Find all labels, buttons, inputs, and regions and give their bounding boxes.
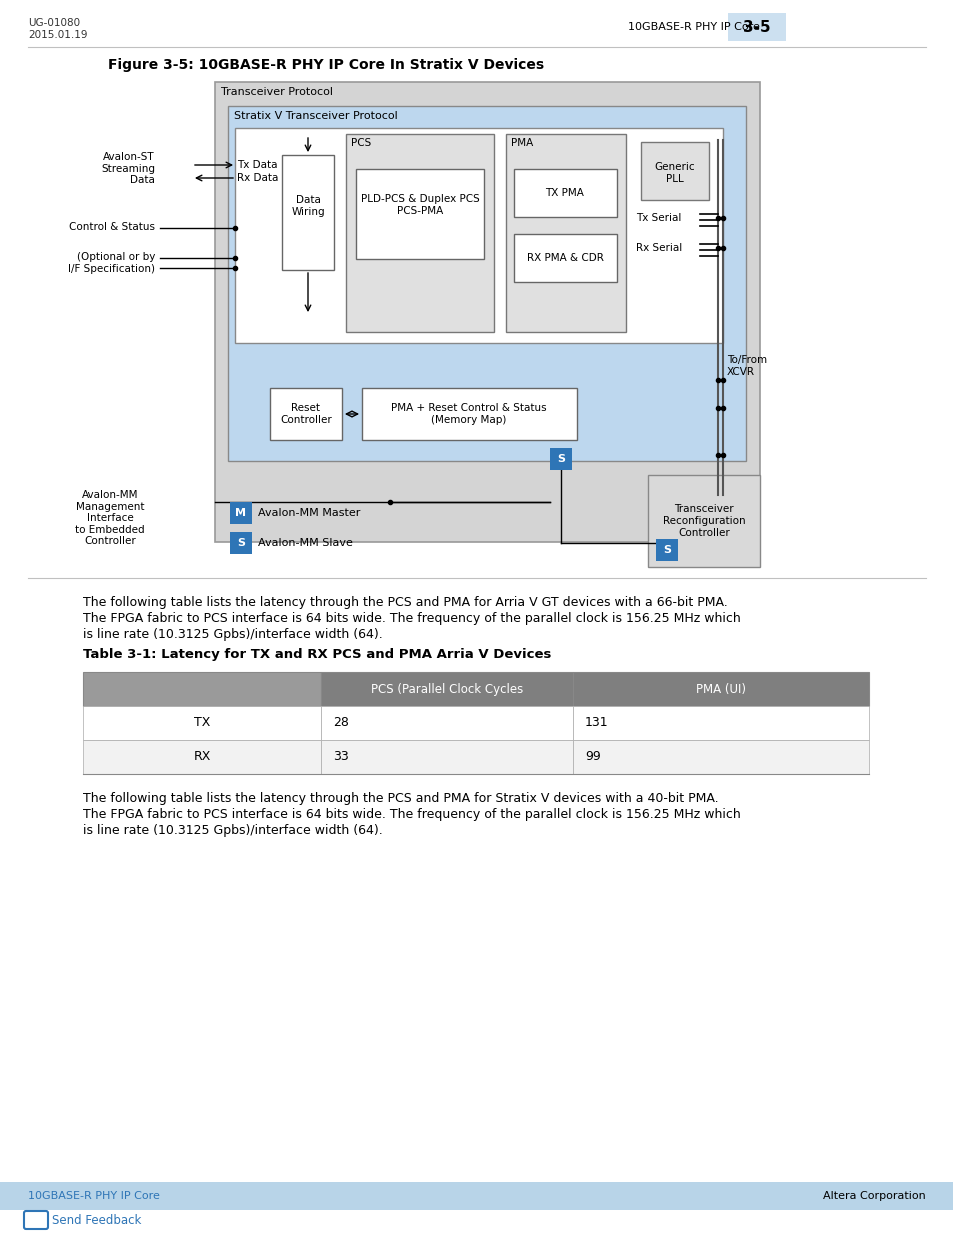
Text: Reset
Controller: Reset Controller: [280, 403, 332, 425]
Bar: [361, 388, 577, 440]
Text: Stratix V Transceiver Protocol: Stratix V Transceiver Protocol: [233, 111, 397, 121]
Bar: [346, 135, 494, 332]
Text: Generic
PLL: Generic PLL: [654, 162, 695, 184]
Text: Rx Data: Rx Data: [236, 173, 278, 183]
Text: RX PMA & CDR: RX PMA & CDR: [526, 253, 603, 263]
Bar: [83, 672, 320, 706]
Text: 28: 28: [333, 716, 349, 730]
Bar: [355, 169, 483, 259]
Bar: [282, 156, 334, 270]
Text: RX: RX: [193, 751, 211, 763]
Text: 99: 99: [584, 751, 600, 763]
Text: TX PMA: TX PMA: [545, 188, 584, 198]
Bar: [573, 672, 868, 706]
Text: The following table lists the latency through the PCS and PMA for Arria V GT dev: The following table lists the latency th…: [83, 597, 727, 609]
Bar: [320, 672, 573, 706]
Bar: [505, 135, 625, 332]
Bar: [230, 501, 252, 524]
Text: is line rate (10.3125 Gpbs)/interface width (64).: is line rate (10.3125 Gpbs)/interface wi…: [83, 824, 382, 837]
Text: PCS: PCS: [351, 138, 371, 148]
Text: M: M: [235, 508, 246, 517]
Text: PMA (UI): PMA (UI): [696, 683, 745, 695]
Bar: [270, 388, 341, 440]
Bar: [514, 169, 617, 217]
Text: Altera Corporation: Altera Corporation: [822, 1191, 925, 1200]
Text: (Optional or by
I/F Specification): (Optional or by I/F Specification): [68, 252, 154, 274]
Text: The FPGA fabric to PCS interface is 64 bits wide. The frequency of the parallel : The FPGA fabric to PCS interface is 64 b…: [83, 613, 740, 625]
Bar: [234, 128, 722, 343]
Text: S: S: [236, 538, 245, 548]
Text: Tx Data: Tx Data: [236, 161, 277, 170]
Text: Avalon-MM Master: Avalon-MM Master: [257, 508, 360, 517]
Bar: [320, 706, 573, 740]
Text: Send Feedback: Send Feedback: [52, 1214, 141, 1226]
Text: PMA + Reset Control & Status
(Memory Map): PMA + Reset Control & Status (Memory Map…: [391, 403, 546, 425]
Bar: [83, 706, 320, 740]
Text: TX: TX: [193, 716, 210, 730]
Bar: [320, 740, 573, 774]
Text: S: S: [662, 545, 670, 555]
Bar: [573, 706, 868, 740]
Bar: [656, 538, 678, 561]
Bar: [230, 532, 252, 555]
Text: Avalon-ST
Streaming
Data: Avalon-ST Streaming Data: [101, 152, 154, 185]
Text: The FPGA fabric to PCS interface is 64 bits wide. The frequency of the parallel : The FPGA fabric to PCS interface is 64 b…: [83, 808, 740, 821]
Text: is line rate (10.3125 Gpbs)/interface width (64).: is line rate (10.3125 Gpbs)/interface wi…: [83, 629, 382, 641]
Text: The following table lists the latency through the PCS and PMA for Stratix V devi: The following table lists the latency th…: [83, 792, 718, 805]
Text: 33: 33: [333, 751, 349, 763]
Bar: [727, 14, 785, 41]
Bar: [514, 233, 617, 282]
Text: S: S: [557, 454, 564, 464]
Text: UG-01080: UG-01080: [28, 19, 80, 28]
Text: To/From
XCVR: To/From XCVR: [726, 354, 766, 377]
Bar: [214, 82, 760, 542]
Text: Transceiver
Reconfiguration
Controller: Transceiver Reconfiguration Controller: [662, 504, 744, 537]
Text: Avalon-MM
Management
Interface
to Embedded
Controller: Avalon-MM Management Interface to Embedd…: [75, 490, 145, 546]
Bar: [228, 106, 745, 461]
Text: Table 3-1: Latency for TX and RX PCS and PMA Arria V Devices: Table 3-1: Latency for TX and RX PCS and…: [83, 648, 551, 661]
Text: 2015.01.19: 2015.01.19: [28, 30, 88, 40]
Text: Avalon-MM Slave: Avalon-MM Slave: [257, 538, 353, 548]
Text: Control & Status: Control & Status: [69, 222, 154, 232]
Text: 10GBASE-R PHY IP Core: 10GBASE-R PHY IP Core: [627, 22, 760, 32]
Bar: [647, 475, 760, 567]
Text: 3-5: 3-5: [742, 20, 770, 35]
Text: PMA: PMA: [511, 138, 533, 148]
Text: PLD-PCS & Duplex PCS
PCS-PMA: PLD-PCS & Duplex PCS PCS-PMA: [360, 194, 478, 216]
Bar: [0, 1182, 953, 1210]
Text: 10GBASE-R PHY IP Core: 10GBASE-R PHY IP Core: [28, 1191, 160, 1200]
Text: Figure 3-5: 10GBASE-R PHY IP Core In Stratix V Devices: Figure 3-5: 10GBASE-R PHY IP Core In Str…: [108, 58, 543, 72]
Bar: [83, 740, 320, 774]
Text: Rx Serial: Rx Serial: [636, 243, 681, 253]
Text: PCS (Parallel Clock Cycles: PCS (Parallel Clock Cycles: [371, 683, 522, 695]
Text: Data
Wiring: Data Wiring: [291, 195, 324, 216]
Text: 131: 131: [584, 716, 608, 730]
Bar: [640, 142, 708, 200]
Text: Tx Serial: Tx Serial: [636, 212, 680, 224]
Text: Transceiver Protocol: Transceiver Protocol: [221, 86, 333, 98]
Bar: [550, 448, 572, 471]
Bar: [573, 740, 868, 774]
